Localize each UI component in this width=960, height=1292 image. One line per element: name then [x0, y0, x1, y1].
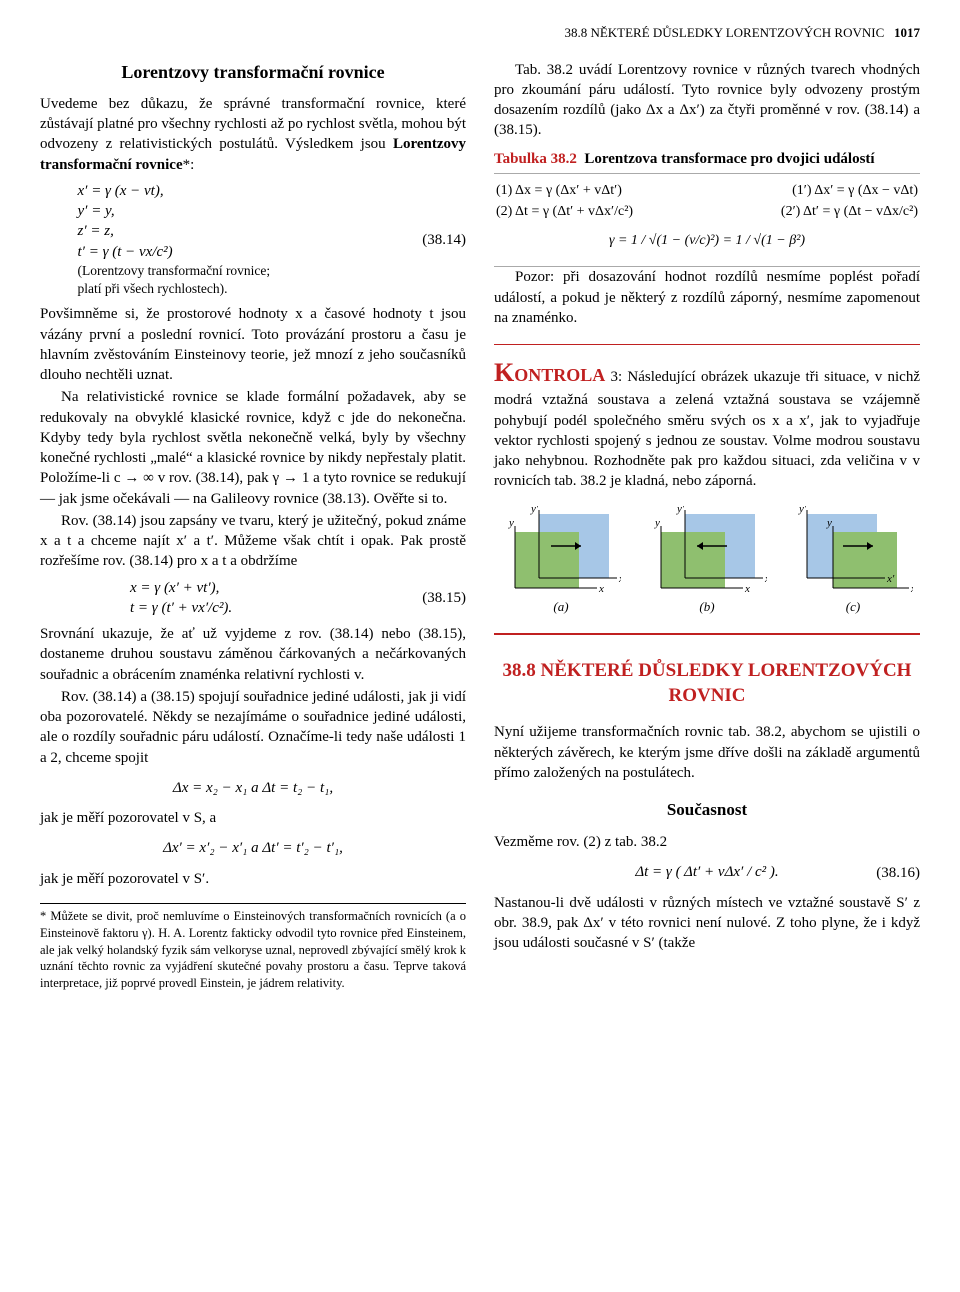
svg-text:y′: y′ [530, 506, 539, 515]
body-paragraph: Srovnání ukazuje, že ať už vyjdeme z rov… [40, 624, 466, 685]
svg-text:x′: x′ [618, 573, 621, 585]
kontrola-text: 3: Následující obrázek ukazuje tři situa… [494, 369, 920, 489]
body-paragraph: Pozor: při dosazování hodnot rozdílů nes… [494, 267, 920, 328]
equation-38-14: x′ = γ (x − vt), y′ = y, z′ = z, t′ = γ … [78, 181, 467, 298]
svg-text:x: x [744, 583, 750, 595]
delta-eq-unprimed: Δx = x₂ − x₁ a Δt = t₂ − t₁, [40, 778, 466, 798]
body-paragraph: Rov. (38.14) jsou zapsány ve tvaru, kter… [40, 511, 466, 572]
figure-b: x y x′ y′ (b) [640, 506, 774, 616]
table-caption: Tabulka 38.2 Lorentzova transformace pro… [494, 149, 920, 169]
table-cell: (1′) Δx′ = γ (Δx − vΔt) [792, 182, 918, 201]
equation-38-16: Δt = γ ( Δt′ + vΔx′ / c² ). (38.16) [494, 862, 920, 882]
eq-line: t = γ (t′ + vx′/c²). [130, 598, 466, 618]
table-38-2: (1) Δx = γ (Δx′ + vΔt′) (1′) Δx′ = γ (Δx… [494, 173, 920, 268]
body-paragraph: Rov. (38.14) a (38.15) spojují souřadnic… [40, 687, 466, 768]
table-cell: (2′) Δt′ = γ (Δt − vΔx/c²) [781, 203, 918, 222]
body-paragraph: Tab. 38.2 uvádí Lorentzovy rovnice v růz… [494, 60, 920, 141]
svg-text:y: y [508, 517, 514, 529]
figure-c: x y x′ y′ (c) [786, 506, 920, 616]
eq-line: x′ = γ (x − vt), [78, 181, 467, 201]
eq-line: t′ = γ (t − vx/c²) [78, 242, 467, 262]
body-paragraph: Nyní užijeme transformačních rovnic tab.… [494, 722, 920, 783]
eq-number: (38.15) [422, 588, 466, 608]
table-label: Tabulka 38.2 [494, 151, 577, 167]
figure-row: x y x′ y′ (a) x y [494, 506, 920, 616]
page-number: 1017 [894, 25, 920, 40]
eq-number: (38.16) [876, 862, 920, 882]
section-heading-lorentz: Lorentzovy transformační rovnice [40, 60, 466, 84]
body-paragraph: Vezměme rov. (2) z tab. 38.2 [494, 832, 920, 852]
svg-text:x: x [910, 583, 913, 595]
two-column-layout: Lorentzovy transformační rovnice Uvedeme… [40, 60, 920, 993]
svg-text:x′: x′ [764, 573, 767, 585]
gamma-equation: γ = 1 / √(1 − (v/c)²) = 1 / √(1 − β²) [496, 232, 918, 251]
figure-label: (c) [846, 599, 860, 614]
red-divider-thick [494, 633, 920, 635]
equation-38-15: x = γ (x′ + vt′), t = γ (t′ + vx′/c²). (… [130, 578, 466, 619]
diagram-b-icon: x y x′ y′ [647, 506, 767, 596]
diagram-a-icon: x y x′ y′ [501, 506, 621, 596]
svg-text:y: y [826, 517, 832, 529]
eq-number: (38.14) [422, 229, 466, 249]
svg-text:y′: y′ [676, 506, 685, 515]
footnote: * Můžete se divit, proč nemluvíme o Eins… [40, 903, 466, 992]
eq-body: Δt = γ ( Δt′ + vΔx′ / c² ). [635, 864, 778, 880]
table-cell: (2) Δt = γ (Δt′ + vΔx′/c²) [496, 203, 633, 222]
eq-line: z′ = z, [78, 221, 467, 241]
body-paragraph: Nastanou-li dvě události v různých míste… [494, 893, 920, 954]
table-title: Lorentzova transformace pro dvojici udál… [584, 151, 874, 167]
svg-text:y: y [654, 517, 660, 529]
eq-line: x = γ (x′ + vt′), [130, 578, 466, 598]
subsection-soucasnost: Současnost [494, 799, 920, 822]
kontrola-block: KKONTROLAONTROLA 3: Následující obrázek … [494, 355, 920, 491]
right-column: Tab. 38.2 uvádí Lorentzovy rovnice v růz… [494, 60, 920, 993]
table-cell: (1) Δx = γ (Δx′ + vΔt′) [496, 182, 622, 201]
svg-text:x′: x′ [886, 573, 895, 585]
body-paragraph: jak je měří pozorovatel v S′. [40, 869, 466, 889]
body-paragraph: Na relativistické rovnice se klade formá… [40, 387, 466, 509]
figure-label: (a) [553, 599, 568, 614]
section-38-8-heading: 38.8 NĚKTERÉ DŮSLEDKY LORENTZOVÝCH ROVNI… [494, 659, 920, 708]
kontrola-label: KKONTROLAONTROLA [494, 365, 605, 385]
body-paragraph: Povšimněme si, že prostorové hodnoty x a… [40, 304, 466, 385]
svg-text:y′: y′ [798, 506, 807, 515]
red-divider [494, 344, 920, 345]
table-row: (1) Δx = γ (Δx′ + vΔt′) (1′) Δx′ = γ (Δx… [496, 182, 918, 201]
running-header: 38.8 NĚKTERÉ DŮSLEDKY LORENTZOVÝCH ROVNI… [40, 24, 920, 42]
intro-paragraph: Uvedeme bez důkazu, že správné transform… [40, 94, 466, 175]
eq-line: y′ = y, [78, 201, 467, 221]
table-row: (2) Δt = γ (Δt′ + vΔx′/c²) (2′) Δt′ = γ … [496, 203, 918, 222]
running-head-text: 38.8 NĚKTERÉ DŮSLEDKY LORENTZOVÝCH ROVNI… [564, 25, 884, 40]
left-column: Lorentzovy transformační rovnice Uvedeme… [40, 60, 466, 993]
eq-note: platí při všech rychlostech). [78, 280, 467, 298]
delta-eq-primed: Δx′ = x′₂ − x′₁ a Δt′ = t′₂ − t′₁, [40, 838, 466, 858]
figure-a: x y x′ y′ (a) [494, 506, 628, 616]
figure-label: (b) [699, 599, 714, 614]
body-paragraph: jak je měří pozorovatel v S, a [40, 808, 466, 828]
diagram-c-icon: x y x′ y′ [793, 506, 913, 596]
eq-note: (Lorentzovy transformační rovnice; [78, 262, 467, 280]
svg-text:x: x [598, 583, 604, 595]
